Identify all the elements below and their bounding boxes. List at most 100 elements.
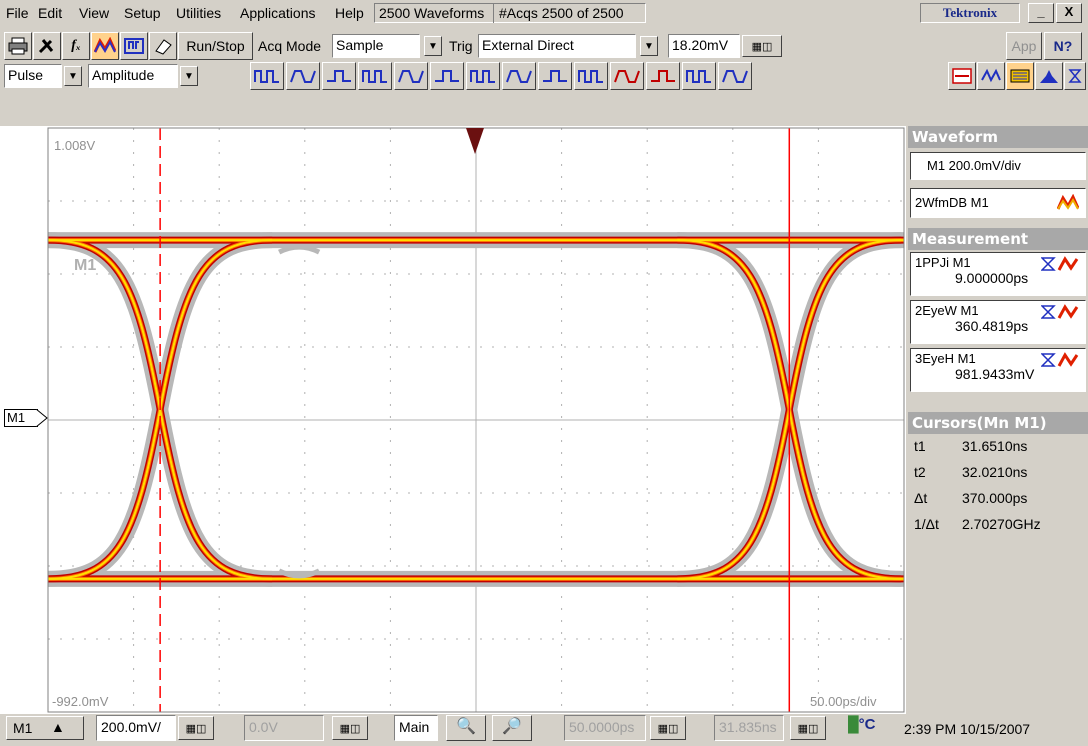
trig-dropdown-icon[interactable]: ▼ — [640, 36, 658, 56]
meas-category-select[interactable]: Pulse — [4, 64, 62, 88]
menu-view[interactable]: View — [79, 5, 110, 21]
minimize-button[interactable]: _ — [1028, 3, 1054, 23]
statistics-icon[interactable] — [682, 62, 716, 90]
eraser-icon[interactable] — [149, 32, 177, 60]
mask-icon[interactable] — [120, 32, 148, 60]
meas-category-dropdown-icon[interactable]: ▼ — [64, 66, 82, 86]
pulse-train-icon[interactable] — [250, 62, 284, 90]
tools-icon[interactable] — [33, 32, 61, 60]
wfmdb-text: 2WfmDB M1 — [915, 195, 989, 210]
menu-applications[interactable]: Applications — [240, 5, 316, 21]
temperature-icon: █°C — [848, 716, 876, 733]
channel-up-arrow-icon: ▲ — [51, 719, 65, 735]
positive-overshoot-icon[interactable] — [610, 62, 644, 90]
measurement-item[interactable]: 3EyeH M1 981.9433mV — [910, 348, 1086, 392]
measurement-item[interactable]: 2EyeW M1 360.4819ps — [910, 300, 1086, 344]
print-icon[interactable] — [4, 32, 32, 60]
measurement-name: 2EyeW M1 — [915, 303, 979, 318]
eye-ripple — [278, 244, 321, 579]
vertical-scale-field[interactable]: 200.0mV/ — [96, 715, 176, 741]
offset-field[interactable]: 0.0V — [244, 715, 324, 741]
graticule-area[interactable]: 1.008V -992.0mV 50.00ps/div M1 — [0, 126, 906, 714]
cursor-readout-value: 370.000ps — [962, 490, 1028, 506]
cursor-readout-label: t1 — [914, 438, 926, 454]
waveforms-count: 2500 Waveforms — [379, 5, 485, 21]
meas-type-value: Amplitude — [92, 67, 155, 83]
meas-type-dropdown-icon[interactable]: ▼ — [180, 66, 198, 86]
horizontal-position-spinner[interactable]: ▦◫ — [790, 716, 826, 740]
wfmdb-icon[interactable] — [91, 32, 119, 60]
gated-icon[interactable] — [718, 62, 752, 90]
acq-mode-select[interactable]: Sample — [332, 34, 420, 58]
wfmdb-source[interactable]: 2WfmDB M1 — [910, 188, 1086, 218]
trig-level-spinner[interactable]: ▦◫ — [742, 35, 782, 57]
frequency-icon[interactable] — [358, 62, 392, 90]
brand-logo: Tektronix — [920, 3, 1020, 23]
period-icon[interactable] — [286, 62, 320, 90]
m1-marker-text: M1 — [7, 410, 26, 425]
zoom-icon[interactable]: 🔍 — [446, 715, 486, 741]
acq-mode-dropdown-icon[interactable]: ▼ — [424, 36, 442, 56]
cycle-icon[interactable] — [502, 62, 536, 90]
zoom-out-icon[interactable]: 🔎 — [492, 715, 532, 741]
rise-icon[interactable] — [322, 62, 356, 90]
color-grade-icon[interactable] — [1006, 62, 1034, 90]
measurement-item[interactable]: 1PPJi M1 9.000000ps — [910, 252, 1086, 296]
trigger-position-marker[interactable] — [466, 128, 484, 154]
cursor-readout-label: Δt — [914, 490, 928, 506]
burst-icon[interactable] — [466, 62, 500, 90]
negative-overshoot-icon[interactable] — [646, 62, 680, 90]
trig-level-field[interactable]: 18.20mV — [668, 34, 740, 58]
waveform-source[interactable]: M1 200.0mV/div — [910, 152, 1086, 180]
width-icon[interactable] — [394, 62, 428, 90]
measurement-stats-icon — [1041, 256, 1079, 271]
temp-unit-label: °C — [858, 716, 876, 733]
date-time: 2:39 PM 10/15/2007 — [904, 721, 1031, 737]
run-stop-button[interactable]: Run/Stop — [178, 32, 253, 60]
menu-bar: File Edit View Setup Utilities Applicati… — [0, 0, 1088, 26]
app-label: App — [1011, 38, 1037, 54]
app-button[interactable]: App — [1006, 32, 1042, 60]
run-stop-label: Run/Stop — [186, 38, 245, 54]
whats-this-help-icon[interactable]: N? — [1044, 32, 1082, 60]
measurement-icon-row — [210, 62, 790, 90]
help-label: N? — [1053, 38, 1073, 54]
cursors[interactable] — [159, 128, 791, 712]
measurement-value: 981.9433mV — [955, 366, 1035, 382]
horizontal-position-field[interactable]: 31.835ns — [714, 715, 784, 741]
horizontal-scale-spinner[interactable]: ▦◫ — [650, 716, 686, 740]
timebase-label: 50.00ps/div — [810, 694, 877, 709]
histogram-icon[interactable] — [1035, 62, 1063, 90]
meas-type-select[interactable]: Amplitude — [88, 64, 178, 88]
top-voltage-label: 1.008V — [54, 138, 96, 153]
menu-setup[interactable]: Setup — [124, 5, 161, 21]
channel-selector[interactable]: M1 ▲ — [6, 716, 84, 740]
menu-utilities[interactable]: Utilities — [176, 5, 222, 21]
m1-level-marker[interactable]: M1 — [4, 409, 38, 427]
fall-time-icon[interactable] — [574, 62, 608, 90]
horizontal-scale-field[interactable]: 50.0000ps — [564, 715, 646, 741]
menu-edit[interactable]: Edit — [38, 5, 63, 21]
display-style-icon[interactable] — [948, 62, 976, 90]
cursor-icon[interactable] — [1064, 62, 1086, 90]
measurement-value: 9.000000ps — [955, 270, 1029, 286]
offset-spinner[interactable]: ▦◫ — [332, 716, 368, 740]
offset-value: 0.0V — [249, 719, 278, 735]
main-timebase-field[interactable]: Main — [394, 715, 438, 741]
wfmdb-color-icon — [1057, 194, 1079, 210]
vertical-scale-spinner[interactable]: ▦◫ — [178, 716, 214, 740]
menu-file[interactable]: File — [6, 5, 29, 21]
trig-source-select[interactable]: External Direct — [478, 34, 636, 58]
rise-time-icon[interactable] — [538, 62, 572, 90]
cursors-panel-title: Cursors(Mn M1) — [908, 412, 1088, 434]
meas-category-value: Pulse — [8, 67, 44, 83]
horizontal-position-value: 31.835ns — [719, 719, 777, 735]
menu-help[interactable]: Help — [335, 5, 364, 21]
measurement-value: 360.4819ps — [955, 318, 1029, 334]
measurement-name: 1PPJi M1 — [915, 255, 971, 270]
waveform-view-icon[interactable] — [977, 62, 1005, 90]
bottom-voltage-label: -992.0mV — [52, 694, 109, 709]
close-button[interactable]: X — [1056, 3, 1082, 23]
duty-icon[interactable] — [430, 62, 464, 90]
math-function-icon[interactable]: fₓ — [62, 32, 90, 60]
